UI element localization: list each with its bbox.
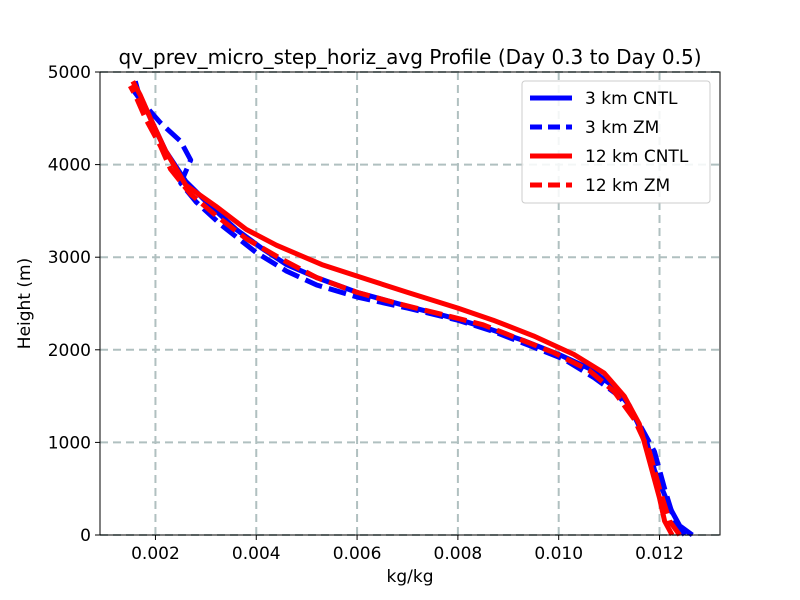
- y-tick-label: 0: [80, 526, 91, 546]
- y-tick-label: 3000: [48, 248, 91, 268]
- legend-label-2: 12 km CNTL: [585, 147, 689, 167]
- x-tick-label: 0.008: [434, 544, 483, 564]
- x-tick-label: 0.006: [333, 544, 382, 564]
- x-tick-label: 0.012: [635, 544, 684, 564]
- legend-label-1: 3 km ZM: [585, 118, 659, 138]
- x-axis-ticks: 0.002 0.004 0.006 0.008 0.010 0.012: [131, 535, 684, 564]
- x-axis-label: kg/kg: [387, 567, 434, 587]
- x-tick-label: 0.010: [534, 544, 583, 564]
- x-tick-label: 0.004: [232, 544, 281, 564]
- x-tick-label: 0.002: [131, 544, 180, 564]
- chart-title: qv_prev_micro_step_horiz_avg Profile (Da…: [118, 45, 701, 69]
- y-tick-label: 4000: [48, 156, 91, 176]
- series-lines: [128, 80, 694, 538]
- y-axis-ticks: 0 1000 2000 3000 4000 5000: [48, 63, 100, 546]
- y-tick-label: 2000: [48, 341, 91, 361]
- legend-box: [521, 80, 711, 204]
- y-tick-label: 5000: [48, 63, 91, 83]
- legend-label-3: 12 km ZM: [585, 176, 670, 196]
- series-line-3: [128, 84, 682, 537]
- plot-frame: [99, 71, 721, 536]
- y-tick-label: 1000: [48, 433, 91, 453]
- legend-label-0: 3 km CNTL: [585, 89, 678, 109]
- y-axis-label: Height (m): [15, 258, 35, 349]
- legend: 3 km CNTL 3 km ZM 12 km CNTL 12 km ZM: [521, 80, 711, 204]
